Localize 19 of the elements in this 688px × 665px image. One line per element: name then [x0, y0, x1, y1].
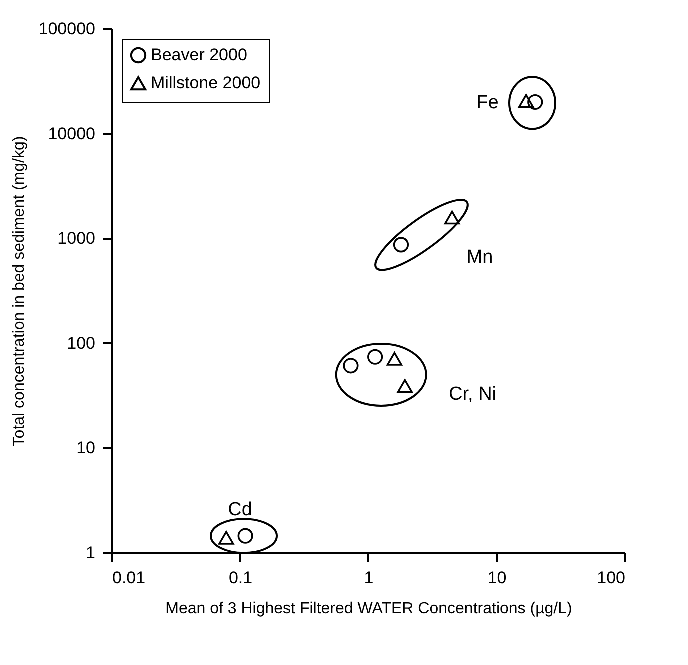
x-tick-label: 10 [488, 568, 507, 588]
x-tick-label: 0.01 [112, 568, 146, 588]
y-tick-label: 10000 [48, 124, 96, 144]
y-tick-label: 100 [67, 334, 96, 353]
y-tick-label: 10 [76, 438, 96, 458]
y-tick-label: 1000 [58, 229, 96, 248]
x-tick-label: 100 [597, 568, 626, 588]
annotation: Mn [466, 246, 494, 268]
annotation: Cd [228, 500, 252, 521]
y-tick-label: 1 [86, 544, 96, 562]
annotation: Cr, Ni [449, 384, 497, 405]
annotation: Fe [476, 92, 499, 114]
y-axis-title: Total concentration in bed sediment (mg/kg) [10, 136, 28, 447]
legend-label: Beaver 2000 [151, 46, 248, 64]
legend-label: Millstone 2000 [151, 74, 261, 92]
x-tick-label: 0.1 [228, 568, 253, 588]
x-axis-title: Mean of 3 Highest Filtered WATER Concentrations (µg/L) [166, 600, 572, 618]
y-tick-label: 100000 [38, 20, 96, 38]
x-tick-label: 1 [364, 568, 374, 588]
